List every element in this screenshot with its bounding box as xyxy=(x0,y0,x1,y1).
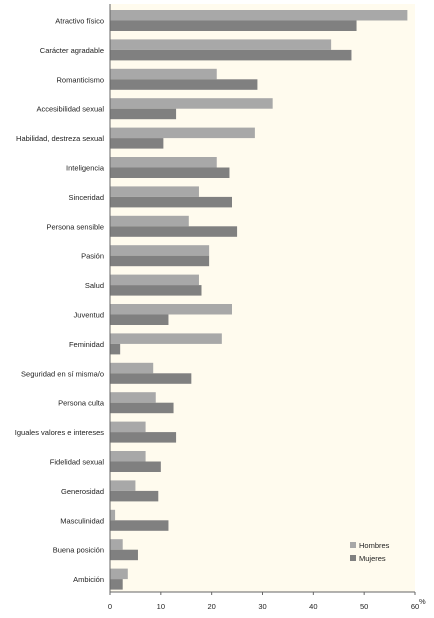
bar-mujeres-4 xyxy=(110,108,177,120)
category-label: Juventud xyxy=(74,311,104,320)
category-label: Accesibilidad sexual xyxy=(36,105,104,114)
bar-hombres-8 xyxy=(110,215,189,227)
category-label: Persona sensible xyxy=(46,222,104,231)
category-label: Buena posición xyxy=(53,546,104,555)
category-label: Atractivo físico xyxy=(55,17,104,26)
category-label: Habilidad, destreza sexual xyxy=(16,134,104,143)
x-tick-label: 10 xyxy=(157,602,165,611)
bar-mujeres-16 xyxy=(110,461,161,472)
legend-label-hombres: Hombres xyxy=(359,541,390,550)
bar-mujeres-3 xyxy=(110,79,258,90)
x-ticks: 0 10 20 30 40 50 60 xyxy=(108,592,419,611)
bar-mujeres-5 xyxy=(110,138,164,149)
bar-mujeres-7 xyxy=(110,196,232,208)
legend-swatch-mujeres xyxy=(350,555,356,561)
category-label: Fidelidad sexual xyxy=(50,458,105,467)
bar-hombres-10 xyxy=(110,274,199,286)
category-label: Seguridad en sí misma/o xyxy=(21,369,104,378)
category-label: Masculinidad xyxy=(60,516,104,525)
category-label: Iguales valores e intereses xyxy=(15,428,104,437)
bar-hombres-9 xyxy=(110,245,210,256)
bar-hombres-2 xyxy=(110,39,332,50)
bar-mujeres-19 xyxy=(110,549,138,561)
unit-label: % xyxy=(419,597,426,606)
bar-hombres-1 xyxy=(110,10,408,21)
bar-mujeres-9 xyxy=(110,255,210,267)
bar-mujeres-17 xyxy=(110,490,159,502)
legend-swatch-hombres xyxy=(350,542,356,548)
x-tick-label: 50 xyxy=(360,602,368,611)
category-label: Ambición xyxy=(73,575,104,584)
plot-background xyxy=(110,4,415,592)
category-label: Salud xyxy=(85,281,104,290)
bar-hombres-19 xyxy=(110,539,123,550)
x-tick-label: 40 xyxy=(309,602,317,611)
category-label: Carácter agradable xyxy=(40,46,104,55)
legend-label-mujeres: Mujeres xyxy=(359,554,386,563)
category-label: Romanticismo xyxy=(56,75,104,84)
bar-mujeres-14 xyxy=(110,402,174,414)
bar-mujeres-6 xyxy=(110,167,230,178)
bar-hombres-18 xyxy=(110,509,116,521)
bar-hombres-11 xyxy=(110,304,232,315)
bar-mujeres-13 xyxy=(110,373,192,384)
bar-hombres-12 xyxy=(110,333,222,344)
bar-mujeres-2 xyxy=(110,49,352,61)
category-label: Inteligencia xyxy=(66,164,105,173)
bar-mujeres-10 xyxy=(110,285,202,296)
bar-mujeres-11 xyxy=(110,314,169,325)
bar-mujeres-20 xyxy=(110,579,123,590)
category-labels: Atractivo físico Carácter agradable Romant… xyxy=(15,17,105,585)
bar-hombres-6 xyxy=(110,157,217,168)
legend: Hombres Mujeres xyxy=(350,541,390,563)
bar-hombres-13 xyxy=(110,362,154,374)
bar-hombres-15 xyxy=(110,421,146,433)
category-label: Pasión xyxy=(81,252,104,261)
bars-group xyxy=(110,10,408,590)
bar-hombres-7 xyxy=(110,186,199,197)
bar-hombres-20 xyxy=(110,568,128,580)
category-label: Feminidad xyxy=(69,340,104,349)
bar-mujeres-18 xyxy=(110,520,169,531)
bar-mujeres-8 xyxy=(110,226,238,237)
bar-hombres-16 xyxy=(110,451,146,462)
x-tick-label: 20 xyxy=(207,602,215,611)
bar-hombres-4 xyxy=(110,98,273,109)
bar-hombres-3 xyxy=(110,68,217,80)
bar-hombres-14 xyxy=(110,392,156,403)
bar-mujeres-1 xyxy=(110,20,357,31)
category-label: Generosidad xyxy=(61,487,104,496)
x-tick-label: 60 xyxy=(411,602,419,611)
bar-mujeres-15 xyxy=(110,432,177,443)
bar-hombres-5 xyxy=(110,127,255,139)
x-tick-label: 30 xyxy=(258,602,266,611)
category-label: Persona culta xyxy=(58,399,105,408)
x-tick-label: 0 xyxy=(108,602,112,611)
bar-mujeres-12 xyxy=(110,343,121,355)
bar-hombres-17 xyxy=(110,480,136,491)
category-label: Sinceridad xyxy=(69,193,104,202)
